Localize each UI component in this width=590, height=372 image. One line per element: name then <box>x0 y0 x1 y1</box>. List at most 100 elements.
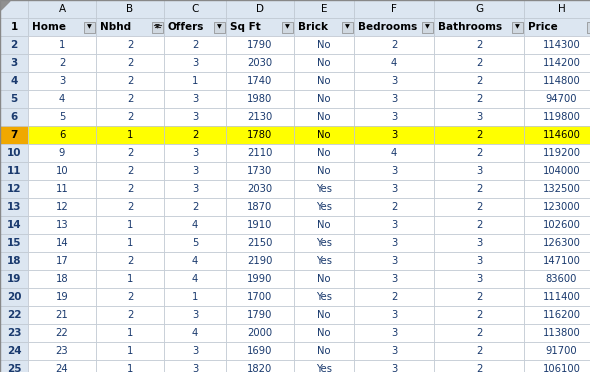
Text: 6: 6 <box>11 112 18 122</box>
Bar <box>434 144 524 162</box>
Bar <box>226 306 294 324</box>
Bar <box>96 126 164 144</box>
Bar <box>28 180 96 198</box>
Bar <box>96 342 164 360</box>
Text: 132500: 132500 <box>543 184 581 194</box>
Text: 6: 6 <box>59 130 65 140</box>
Text: 2: 2 <box>476 76 482 86</box>
Text: 22: 22 <box>6 310 21 320</box>
Bar <box>354 0 434 18</box>
Bar <box>0 270 28 288</box>
Text: 2: 2 <box>476 184 482 194</box>
Bar <box>28 54 96 72</box>
Bar <box>294 54 354 72</box>
Text: 83600: 83600 <box>546 274 577 284</box>
Bar <box>226 54 294 72</box>
Text: 2: 2 <box>127 310 133 320</box>
Text: Yes: Yes <box>316 238 332 248</box>
Bar <box>524 126 590 144</box>
Text: 1870: 1870 <box>247 202 273 212</box>
Text: 1820: 1820 <box>247 364 273 372</box>
Bar <box>342 22 353 32</box>
Text: 3: 3 <box>391 130 397 140</box>
Text: 4: 4 <box>391 148 397 158</box>
Text: 3: 3 <box>192 94 198 104</box>
Text: Yes: Yes <box>316 292 332 302</box>
Text: 1: 1 <box>127 220 133 230</box>
Bar <box>434 306 524 324</box>
Bar <box>226 252 294 270</box>
Text: 3: 3 <box>391 238 397 248</box>
Bar <box>434 54 524 72</box>
Bar <box>434 288 524 306</box>
Bar <box>96 90 164 108</box>
Bar <box>28 72 96 90</box>
Text: 3: 3 <box>476 112 482 122</box>
Text: 1990: 1990 <box>247 274 273 284</box>
Text: 15: 15 <box>6 238 21 248</box>
Text: 2: 2 <box>476 364 482 372</box>
Bar <box>0 288 28 306</box>
Bar <box>164 162 226 180</box>
Text: 147100: 147100 <box>543 256 581 266</box>
Text: 1780: 1780 <box>247 130 273 140</box>
Bar <box>294 252 354 270</box>
Bar <box>354 288 434 306</box>
Bar <box>294 72 354 90</box>
Text: 2030: 2030 <box>247 58 273 68</box>
Bar <box>354 360 434 372</box>
Text: 18: 18 <box>55 274 68 284</box>
Text: 3: 3 <box>192 148 198 158</box>
Text: 2190: 2190 <box>247 256 273 266</box>
Bar <box>354 162 434 180</box>
Bar <box>0 18 28 36</box>
Bar <box>0 360 28 372</box>
Bar <box>434 0 524 18</box>
Text: 17: 17 <box>55 256 68 266</box>
Bar <box>96 108 164 126</box>
Text: 1730: 1730 <box>247 166 273 176</box>
Bar <box>434 108 524 126</box>
Text: 3: 3 <box>59 76 65 86</box>
Text: 1: 1 <box>127 274 133 284</box>
Bar <box>0 36 28 54</box>
Bar <box>294 216 354 234</box>
Text: ▼: ▼ <box>345 25 350 29</box>
Text: E: E <box>321 4 327 14</box>
Bar <box>294 306 354 324</box>
Text: 2: 2 <box>127 166 133 176</box>
Text: 2: 2 <box>476 94 482 104</box>
Text: 13: 13 <box>6 202 21 212</box>
Text: 2: 2 <box>192 202 198 212</box>
Bar <box>354 108 434 126</box>
Bar <box>524 288 590 306</box>
Bar <box>164 180 226 198</box>
Bar <box>96 288 164 306</box>
Text: 3: 3 <box>391 112 397 122</box>
Text: B: B <box>126 4 133 14</box>
Text: ▼: ▼ <box>515 25 520 29</box>
Bar <box>226 162 294 180</box>
Bar <box>226 18 294 36</box>
Text: Offers: Offers <box>168 22 204 32</box>
Bar <box>294 198 354 216</box>
Text: 5: 5 <box>11 94 18 104</box>
Bar <box>434 342 524 360</box>
Bar <box>434 162 524 180</box>
Text: 2: 2 <box>127 40 133 50</box>
Text: 19: 19 <box>7 274 21 284</box>
Bar <box>226 270 294 288</box>
Bar <box>96 0 164 18</box>
Bar <box>164 72 226 90</box>
Bar <box>294 144 354 162</box>
Bar <box>354 198 434 216</box>
Text: 119800: 119800 <box>543 112 581 122</box>
Bar <box>434 90 524 108</box>
Bar <box>164 144 226 162</box>
Text: 1980: 1980 <box>247 94 273 104</box>
Bar <box>524 144 590 162</box>
Text: 2: 2 <box>127 148 133 158</box>
Bar <box>524 342 590 360</box>
Bar <box>28 360 96 372</box>
Bar <box>28 288 96 306</box>
